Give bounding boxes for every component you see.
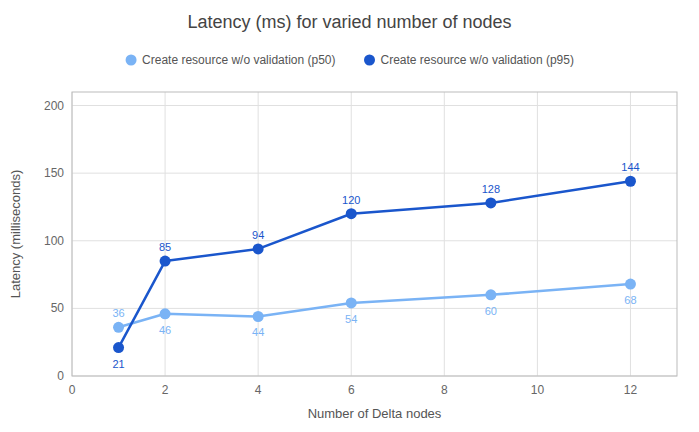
series-point <box>625 279 636 290</box>
x-grid-line <box>630 92 631 376</box>
y-tick-label: 100 <box>44 234 64 248</box>
series-point <box>485 289 496 300</box>
x-grid-line <box>444 92 445 376</box>
x-tick-label: 12 <box>624 383 638 397</box>
data-label: 120 <box>342 194 360 206</box>
data-label: 60 <box>485 305 497 317</box>
legend-label: Create resource w/o validation (p95) <box>381 53 574 67</box>
series-point <box>160 256 171 267</box>
x-tick-label: 6 <box>348 383 355 397</box>
data-label: 46 <box>159 324 171 336</box>
plot-frame <box>72 92 677 376</box>
x-grid-line <box>537 92 538 376</box>
background <box>0 0 699 432</box>
x-tick-label: 8 <box>441 383 448 397</box>
data-label: 144 <box>621 161 639 173</box>
y-grid-line <box>72 308 677 309</box>
data-label: 68 <box>624 294 636 306</box>
data-label: 94 <box>252 229 264 241</box>
x-tick-label: 10 <box>531 383 545 397</box>
legend-label: Create resource w/o validation (p50) <box>142 53 335 67</box>
series-point <box>346 208 357 219</box>
series-point <box>253 311 264 322</box>
series-point <box>625 176 636 187</box>
chart: Latency (ms) for varied number of nodes 0… <box>0 0 699 432</box>
plot-area <box>113 176 636 353</box>
data-label: 44 <box>252 326 264 338</box>
x-tick-label: 4 <box>255 383 262 397</box>
data-label: 21 <box>112 358 124 370</box>
x-tick-label: 2 <box>162 383 169 397</box>
axes: 050100150200024681012 <box>44 92 677 397</box>
data-label: 128 <box>482 183 500 195</box>
legend-item: Create resource w/o validation (p50) <box>126 53 336 67</box>
series-point <box>485 197 496 208</box>
y-tick-label: 50 <box>51 301 65 315</box>
title: Latency (ms) for varied number of nodes <box>187 12 511 32</box>
series-line <box>119 181 631 347</box>
x-grid-line <box>351 92 352 376</box>
y-grid-line <box>72 105 677 106</box>
data-label: 54 <box>345 313 357 325</box>
legend: Create resource w/o validation (p50) Crea… <box>126 53 574 67</box>
y-tick-label: 200 <box>44 99 64 113</box>
y-grid-line <box>72 173 677 174</box>
series-line <box>119 284 631 327</box>
y-axis-label: Latency (milliseconds) <box>8 170 23 299</box>
series-point <box>113 342 124 353</box>
grid <box>72 92 677 376</box>
y-tick-label: 0 <box>57 369 64 383</box>
series-point <box>113 322 124 333</box>
legend-item: Create resource w/o validation (p95) <box>364 53 574 67</box>
data-labels: 36 46 44 54 60 68 21 85 94 120 128 144 <box>112 161 639 369</box>
legend-marker <box>364 55 375 66</box>
y-tick-label: 150 <box>44 166 64 180</box>
data-label: 85 <box>159 241 171 253</box>
series-point <box>160 308 171 319</box>
series-point <box>253 243 264 254</box>
x-tick-label: 0 <box>69 383 76 397</box>
series-point <box>346 297 357 308</box>
x-axis-label: Number of Delta nodes <box>308 406 442 421</box>
legend-marker <box>126 55 137 66</box>
data-label: 36 <box>112 307 124 319</box>
